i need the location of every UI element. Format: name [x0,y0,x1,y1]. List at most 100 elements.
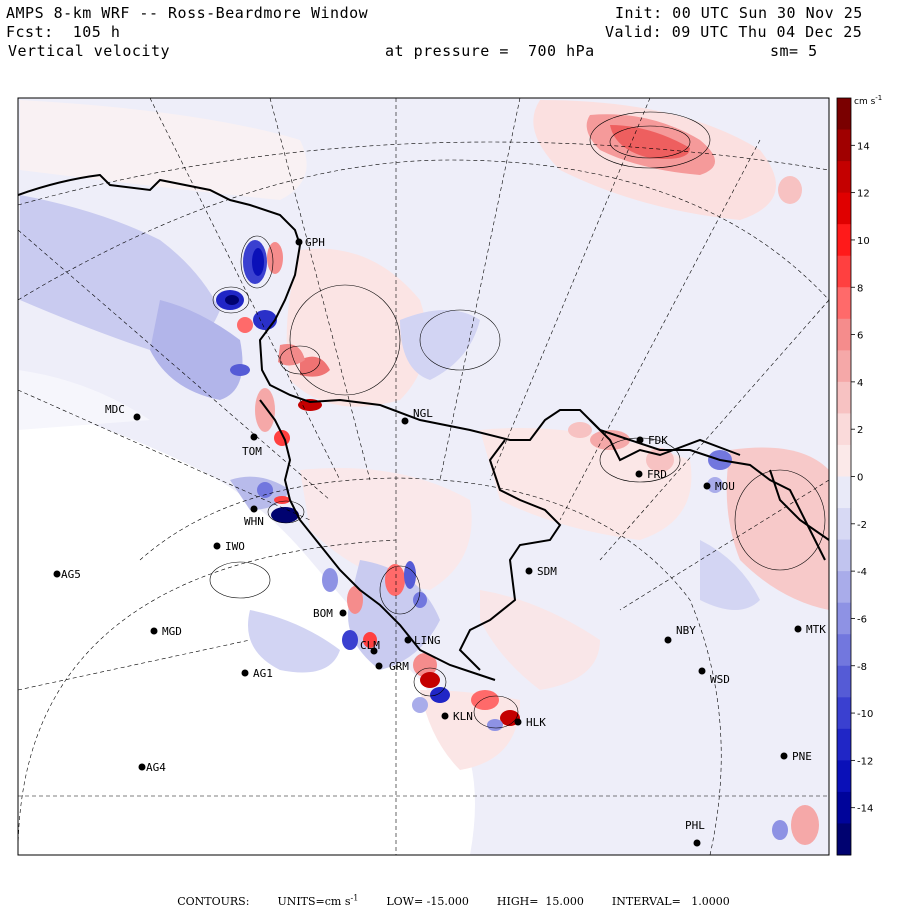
forecast-hour: Fcst: 105 h [6,23,121,41]
station-marker-ag1 [241,669,249,677]
station-label-frd: FRD [647,468,667,481]
colorbar-tick-label: 4 [857,378,863,389]
station-marker-mtk [794,625,802,633]
coastline [18,173,829,681]
station-label-sdm: SDM [537,565,557,578]
near-zero-region [18,400,475,855]
station-marker-ling [404,636,412,644]
colorbar-swatch [837,665,851,698]
interval-value: INTERVAL= 1.0000 [611,894,730,908]
valid-time: Valid: 09 UTC Thu 04 Dec 25 [605,23,863,41]
station-label-bom: BOM [313,607,333,620]
station-marker-mdc [133,413,141,421]
colorbar-swatch [837,791,851,824]
station-label-mou: MOU [715,480,735,493]
colorbar-tick-label: 6 [857,331,863,342]
colorbar-swatch [837,823,851,856]
station-label-kln: KLN [453,710,473,723]
colorbar-swatch [837,192,851,225]
station-label-ag1: AG1 [253,667,273,680]
station-marker-ngl [401,417,409,425]
station-marker-sdm [525,567,533,575]
station-marker-wsd [698,667,706,675]
colorbar-swatch [837,287,851,320]
station-marker-fdk [636,436,644,444]
station-label-wsd: WSD [710,673,730,686]
low-value: LOW= -15.000 [386,894,469,908]
station-marker-nby [664,636,672,644]
station-label-ngl: NGL [413,407,433,420]
colorbar-swatch [837,602,851,635]
colorbar-swatch [837,539,851,572]
station-label-ag4: AG4 [146,761,166,774]
station-label-tom: TOM [242,445,262,458]
station-marker-whn [250,505,258,513]
colorbar-swatch [837,350,851,383]
station-label-ling: LING [414,634,441,647]
contours-label: CONTOURS: [177,894,250,908]
colorbar-swatch [837,255,851,288]
station-label-mtk: MTK [806,623,826,636]
contour-lines [209,111,826,729]
station-label-fdk: FDK [648,434,668,447]
colorbar-tick-label: 2 [857,425,863,436]
colorbar-swatch [837,634,851,667]
station-marker-mgd [150,627,158,635]
station-marker-bom [339,609,347,617]
smoothing-value: sm= 5 [770,42,818,60]
map-panel [18,98,829,855]
colorbar-tick-label: -14 [857,804,873,815]
colorbar-swatch [837,98,851,131]
station-marker-gph [295,238,303,246]
station-marker-clm [370,647,378,655]
colorbar-swatch [837,224,851,257]
colorbar-tick-label: 12 [857,189,870,200]
pressure-level: at pressure = 700 hPa [385,42,595,60]
field-name: Vertical velocity [8,42,171,60]
station-label-hlk: HLK [526,716,546,729]
colorbar-tick-label: -2 [857,520,867,531]
station-marker-ag4 [138,763,146,771]
init-time: Init: 00 UTC Sun 30 Nov 25 [615,4,863,22]
colorbar-tick-label: -10 [857,709,873,720]
station-marker-iwo [213,542,221,550]
station-marker-pne [780,752,788,760]
colorbar-tick-label: 14 [857,141,870,152]
colorbar-swatch [837,571,851,604]
station-label-mgd: MGD [162,625,182,638]
colorbar-tick-label: -8 [857,662,867,673]
station-label-grm: GRM [389,660,409,673]
colorbar-swatch [837,728,851,761]
station-label-ag5: AG5 [61,568,81,581]
colorbar-units: cm s-1 [854,94,882,107]
station-marker-ag5 [53,570,61,578]
colorbar-swatch [837,697,851,730]
colorbar: 14 12 10 8 6 4 2 0 -2 -4 -6 -8 -10 -12 -14 [836,97,873,856]
colorbar-tick-label: 10 [857,236,870,247]
station-marker-tom [250,433,258,441]
units-label: UNITS=cm s-1 [277,893,359,908]
colorbar-swatch [837,444,851,477]
station-label-pne: PNE [792,750,812,763]
colorbar-swatch [837,381,851,414]
colorbar-swatch [837,508,851,541]
station-marker-mou [703,482,711,490]
colorbar-swatch [837,476,851,509]
station-label-iwo: IWO [225,540,245,553]
colorbar-tick-label: -12 [857,756,873,767]
colorbar-swatch [837,760,851,793]
map-title: AMPS 8-km WRF -- Ross-Beardmore Window [6,4,369,22]
high-value: HIGH= 15.000 [496,894,584,908]
map-frame [17,97,830,856]
colorbar-tick-label: -4 [857,567,867,578]
station-marker-hlk [514,718,522,726]
station-marker-kln [441,712,449,720]
station-label-clm: CLM [360,639,380,652]
station-label-mdc: MDC [105,403,125,416]
colorbar-swatch [837,318,851,351]
colorbar-swatch [837,161,851,194]
colorbar-tick-label: 8 [857,283,863,294]
station-label-nby: NBY [676,624,696,637]
station-marker-phl [693,839,701,847]
